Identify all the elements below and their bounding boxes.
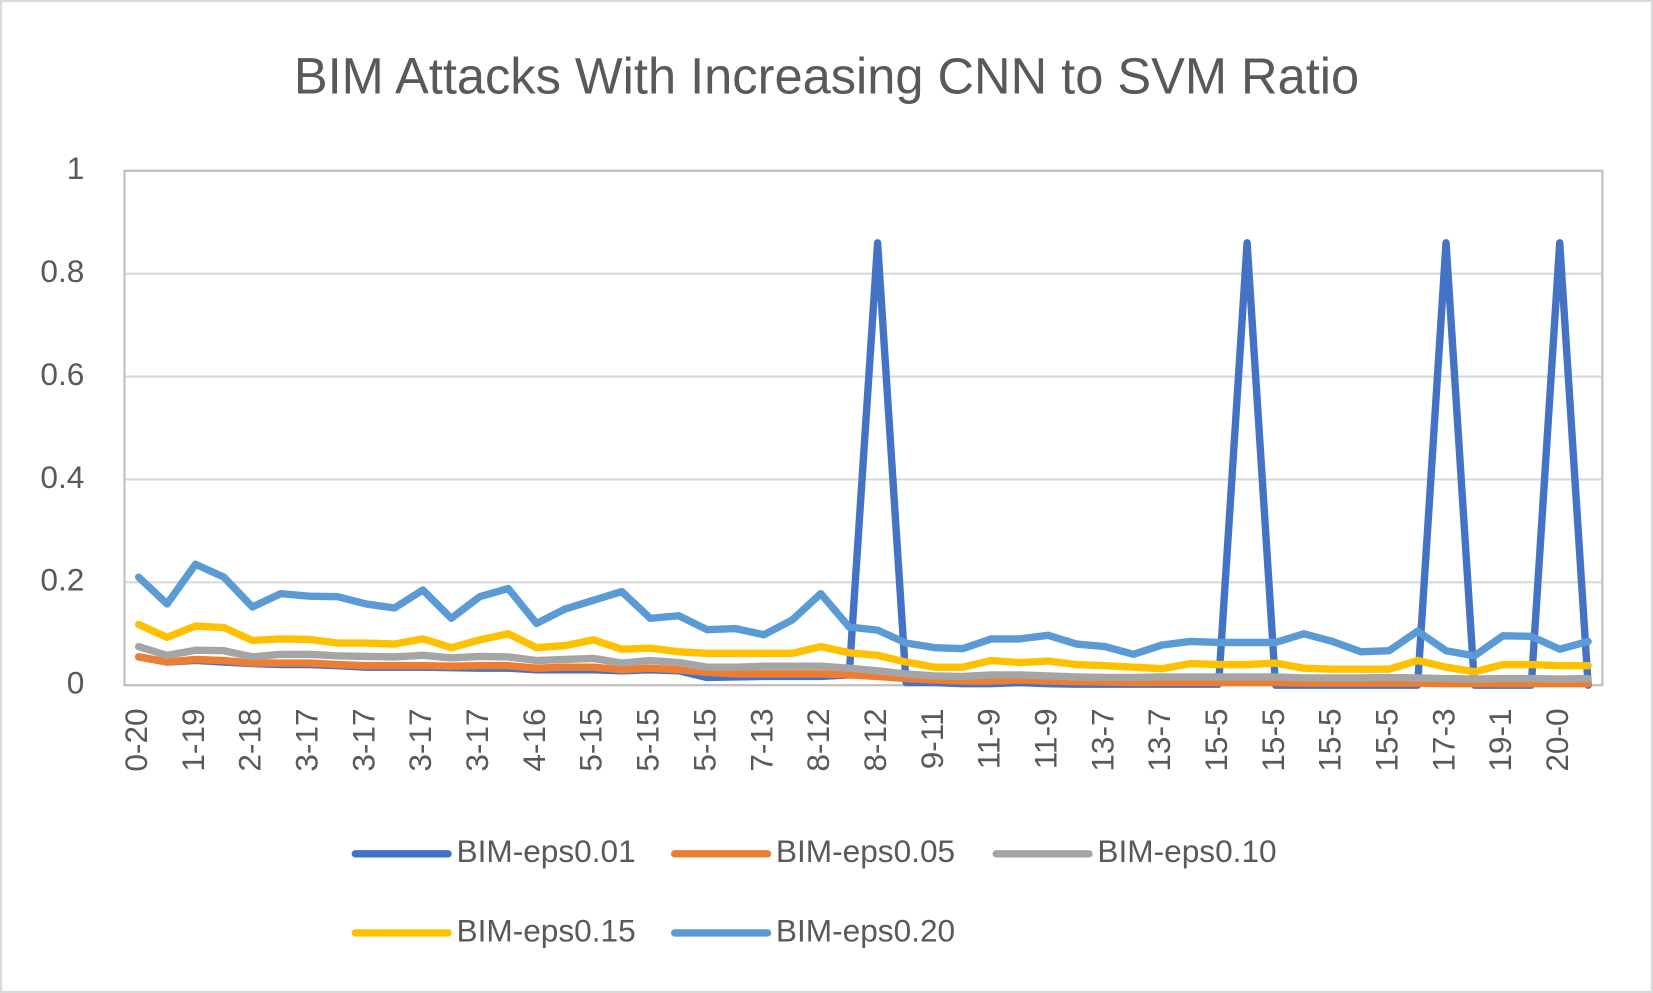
series-line <box>134 653 1592 688</box>
x-tick-label: 3-17 <box>289 708 325 771</box>
series-line <box>134 642 1592 683</box>
x-tick-label: 17-3 <box>1425 708 1461 771</box>
legend-label: BIM-eps0.05 <box>776 833 955 869</box>
x-tick-label: 3-17 <box>402 708 438 771</box>
y-tick-label: 1 <box>67 150 85 186</box>
x-tick-label: 20-0 <box>1539 708 1575 771</box>
legend-label: BIM-eps0.01 <box>456 833 635 869</box>
x-tick-label: 8-12 <box>857 708 893 771</box>
series-line <box>134 560 1592 660</box>
y-tick-label: 0.4 <box>40 459 84 495</box>
y-tick-label: 0 <box>67 665 85 701</box>
x-tick-label: 8-12 <box>800 708 836 771</box>
x-tick-label: 15-5 <box>1255 708 1291 771</box>
series-line <box>134 620 1592 676</box>
x-tick-label: 13-7 <box>1141 708 1177 771</box>
y-tick-label: 0.8 <box>40 253 84 289</box>
x-tick-label: 15-5 <box>1369 708 1405 771</box>
x-tick-label: 5-15 <box>686 708 722 771</box>
x-tick-label: 3-17 <box>345 708 381 771</box>
x-tick-label: 3-17 <box>459 708 495 771</box>
x-tick-label: 9-11 <box>914 708 950 769</box>
legend-label: BIM-eps0.15 <box>456 912 635 948</box>
y-tick-label: 0.6 <box>40 356 84 392</box>
y-tick-label: 0.2 <box>40 562 84 598</box>
x-tick-label: 1-19 <box>175 708 211 771</box>
legend-label: BIM-eps0.20 <box>776 912 955 948</box>
x-tick-label: 15-5 <box>1198 708 1234 771</box>
x-tick-label: 0-20 <box>118 708 154 771</box>
legend-label: BIM-eps0.10 <box>1097 833 1276 869</box>
x-tick-label: 13-7 <box>1084 708 1120 771</box>
x-tick-label: 7-13 <box>743 708 779 771</box>
x-tick-label: 5-15 <box>630 708 666 771</box>
x-tick-label: 11-9 <box>1027 708 1063 769</box>
x-tick-label: 5-15 <box>573 708 609 771</box>
plot-border <box>123 169 1604 687</box>
chart-title: BIM Attacks With Increasing CNN to SVM R… <box>294 47 1359 104</box>
x-tick-label: 2-18 <box>232 708 268 771</box>
x-tick-label: 15-5 <box>1312 708 1348 771</box>
x-tick-label: 4-16 <box>516 708 552 771</box>
x-tick-label: 11-9 <box>971 708 1007 769</box>
x-tick-label: 19-1 <box>1482 708 1518 771</box>
